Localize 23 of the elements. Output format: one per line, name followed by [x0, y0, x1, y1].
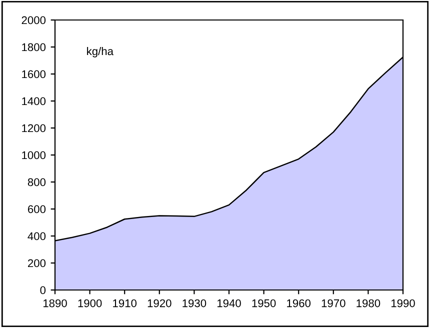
- x-tick-label: 1900: [78, 299, 102, 308]
- y-tick-label: 1600: [22, 70, 46, 78]
- y-tick-label: 200: [28, 259, 46, 268]
- x-tick-label: 1980: [356, 299, 380, 308]
- y-tick-label: 0: [40, 286, 46, 294]
- x-tick-label: 1960: [287, 299, 311, 308]
- x-tick-label: 1920: [148, 299, 172, 308]
- annotation: kg/ha: [87, 47, 114, 58]
- x-tick-label: 1970: [322, 299, 346, 308]
- x-tick-label: 1990: [391, 299, 415, 308]
- x-tick-label: 1930: [182, 299, 206, 308]
- y-tick-label: 1800: [22, 43, 46, 52]
- y-tick-label: 1000: [22, 151, 46, 160]
- y-tick-label: 600: [28, 205, 46, 214]
- x-tick-label: 1910: [113, 299, 137, 308]
- y-tick-label: 2000: [22, 16, 46, 24]
- y-tick-label: 1400: [22, 97, 46, 106]
- x-tick-label: 1950: [252, 299, 276, 308]
- x-tick-label: 1890: [43, 299, 67, 308]
- y-tick-label: 400: [28, 232, 46, 240]
- x-tick-label: 1940: [217, 299, 241, 308]
- y-tick-label: 800: [28, 178, 46, 186]
- y-tick-label: 1200: [22, 124, 46, 132]
